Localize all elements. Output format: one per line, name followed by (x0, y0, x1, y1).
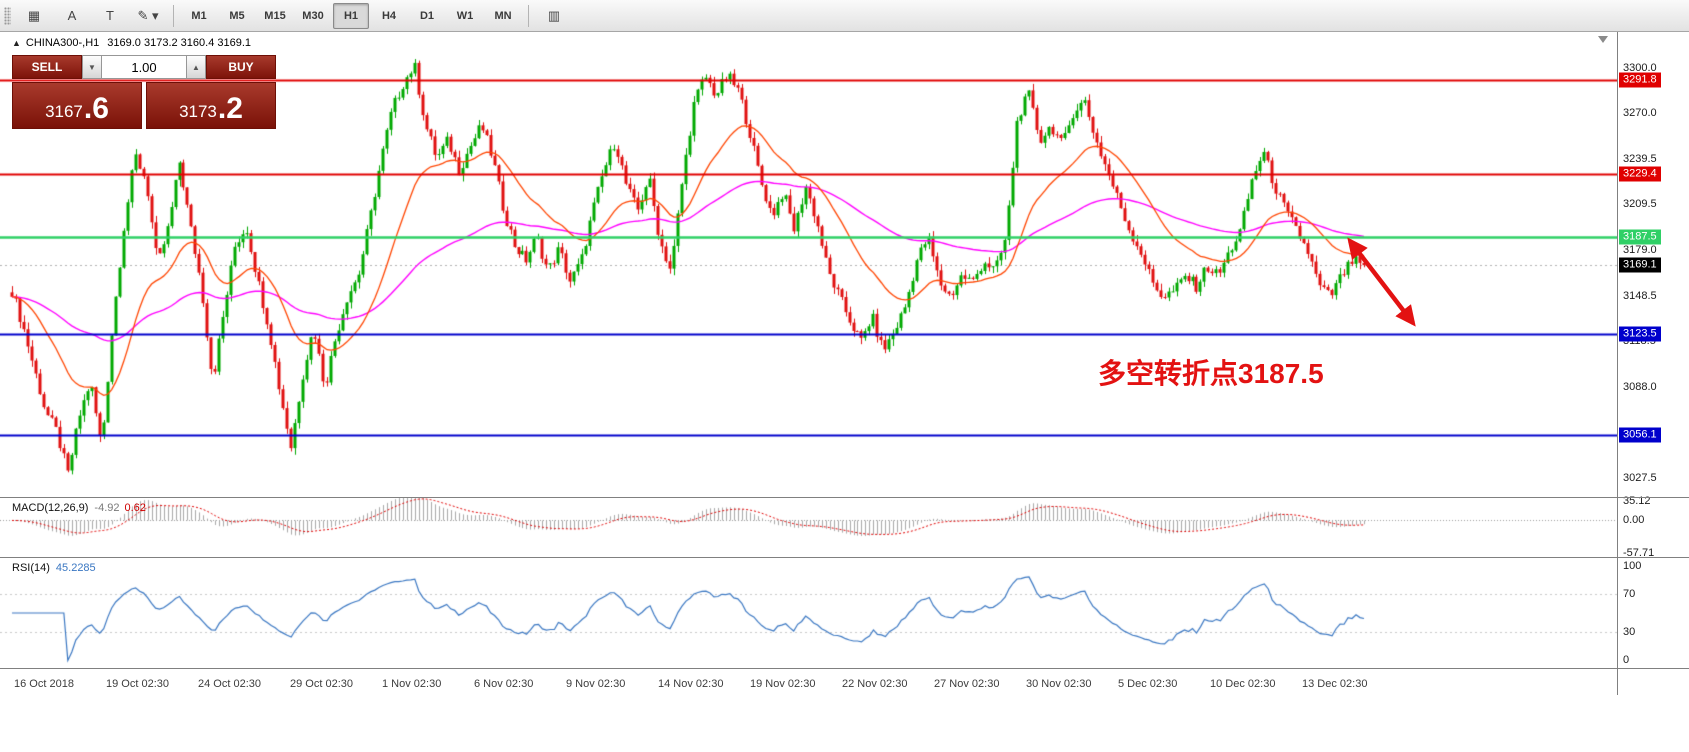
sell-button[interactable]: SELL (12, 55, 82, 79)
time-axis-label: 10 Dec 02:30 (1210, 678, 1276, 690)
level-price-badge: 3123.5 (1619, 326, 1661, 342)
sell-price-button[interactable]: 3167 .6 (12, 82, 142, 129)
toolbar-separator (173, 4, 174, 27)
price-axis-tick: 3148.5 (1623, 290, 1657, 303)
time-axis-label: 14 Nov 02:30 (658, 678, 724, 690)
timeframe-h4[interactable]: H4 (381, 9, 397, 22)
price-axis-tick: 3027.5 (1623, 472, 1657, 485)
time-axis-label: 22 Nov 02:30 (842, 678, 908, 690)
volume-input[interactable] (102, 55, 186, 79)
rsi-value: 45.2285 (55, 562, 96, 574)
price-axis-tick: 3209.5 (1623, 198, 1657, 211)
toolbar-right-icons: ▥ (535, 3, 573, 29)
macd-indicator-canvas[interactable] (0, 498, 1617, 557)
level-price-badge: 3056.1 (1619, 427, 1661, 443)
level-price-badge: 3291.8 (1619, 72, 1661, 88)
rsi-axis-tick: 0 (1623, 654, 1630, 667)
one-click-toggle-icon[interactable]: ▲ (12, 38, 21, 48)
time-axis-label: 16 Oct 2018 (14, 678, 74, 690)
timeframe-m1[interactable]: M1 (191, 9, 207, 22)
chart-template-icon[interactable]: ▥ (547, 7, 561, 23)
buy-button[interactable]: BUY (206, 55, 276, 79)
buy-price-pip: .2 (217, 92, 243, 125)
macd-axis-tick: 0.00 (1623, 514, 1645, 527)
timeframe-d1[interactable]: D1 (419, 9, 435, 22)
macd-title: MACD(12,26,9) -4.92 0.62 (12, 502, 146, 514)
rsi-axis-tick: 100 (1623, 559, 1642, 572)
time-axis-label: 24 Oct 02:30 (198, 678, 261, 690)
time-axis-label: 13 Dec 02:30 (1302, 678, 1368, 690)
price-axis-tick: 3088.0 (1623, 381, 1657, 394)
time-axis-label: 5 Dec 02:30 (1118, 678, 1178, 690)
pane-separator[interactable] (0, 557, 1689, 558)
time-axis-label: 30 Nov 02:30 (1026, 678, 1092, 690)
timeframe-h1[interactable]: H1 (333, 2, 369, 29)
text-label-icon[interactable]: A (67, 8, 77, 23)
price-axis-tick: 3270.0 (1623, 107, 1657, 120)
buy-price-main: 3173 (179, 102, 217, 122)
price-axis-tick: 3239.5 (1623, 153, 1657, 166)
rsi-indicator-canvas[interactable] (0, 558, 1617, 668)
pane-separator[interactable] (0, 497, 1689, 498)
rsi-name: RSI(14) (12, 562, 50, 574)
macd-signal-value: 0.62 (124, 502, 146, 514)
time-axis-label: 19 Nov 02:30 (750, 678, 816, 690)
buy-price-button[interactable]: 3173 .2 (146, 82, 276, 129)
volume-increment-button[interactable]: ▲ (186, 55, 206, 79)
time-axis[interactable]: 16 Oct 2018 19 Oct 02:30 24 Oct 02:30 29 Oc… (0, 669, 1617, 695)
sell-price-pip: .6 (83, 92, 109, 125)
time-axis-label: 19 Oct 02:30 (106, 678, 169, 690)
level-price-badge: 3187.5 (1619, 229, 1661, 245)
toolbar-grip[interactable] (4, 6, 11, 25)
timeframe-mn[interactable]: MN (494, 9, 512, 22)
level-price-badge: 3229.4 (1619, 166, 1661, 182)
price-axis-tick: 3300.0 (1623, 62, 1657, 75)
sell-price-main: 3167 (45, 102, 83, 122)
volume-decrement-button[interactable]: ▼ (82, 55, 102, 79)
grid-icon[interactable]: ▦ (27, 7, 41, 23)
timeframe-w1[interactable]: W1 (456, 9, 474, 22)
time-axis-label: 27 Nov 02:30 (934, 678, 1000, 690)
one-click-trading-panel: SELL ▼ ▲ BUY 3167 .6 3173 .2 (12, 55, 276, 129)
timeframe-m30[interactable]: M30 (302, 9, 324, 22)
toolbar-left-icons: ▦ A T ✎ ▾ (15, 3, 167, 29)
ohlc-values: 3169.0 3173.2 3160.4 3169.1 (107, 37, 252, 49)
macd-main-value: -4.92 (94, 502, 120, 514)
timeframe-m15[interactable]: M15 (264, 9, 286, 22)
macd-axis-tick: -57.71 (1623, 546, 1655, 559)
toolbar: ▦ A T ✎ ▾ M1 M5 M15 M30 H1 H4 D1 W1 MN ▥ (0, 0, 1689, 32)
pane-separator[interactable] (0, 668, 1689, 669)
rsi-axis-tick: 70 (1623, 588, 1636, 601)
time-axis-label: 1 Nov 02:30 (382, 678, 442, 690)
symbol-period-label: CHINA300-,H1 (25, 37, 100, 49)
timeframe-m5[interactable]: M5 (229, 9, 245, 22)
time-axis-label: 29 Oct 02:30 (290, 678, 353, 690)
draw-tools-icon[interactable]: ✎ ▾ (137, 7, 159, 23)
annotation-text[interactable]: 多空转折点3187.5 (1098, 358, 1324, 389)
price-axis[interactable]: 3300.0 3270.0 3239.5 3209.5 3179.0 3148.5 3118… (1617, 32, 1688, 695)
text-box-icon[interactable]: T (106, 8, 114, 23)
timeframe-buttons: M1 M5 M15 M30 H1 H4 D1 W1 MN (180, 2, 522, 29)
chart-header: ▲ CHINA300-,H1 3169.0 3173.2 3160.4 3169.1 (12, 37, 251, 49)
rsi-axis-tick: 30 (1623, 625, 1636, 638)
time-axis-label: 6 Nov 02:30 (474, 678, 534, 690)
rsi-title: RSI(14) 45.2285 (12, 562, 96, 574)
time-axis-label: 9 Nov 02:30 (566, 678, 626, 690)
macd-name: MACD(12,26,9) (12, 502, 89, 514)
chart-shift-marker[interactable] (1598, 36, 1608, 43)
toolbar-separator (528, 4, 529, 27)
price-axis-tick: 3179.0 (1623, 244, 1657, 257)
current-price-badge: 3169.1 (1619, 257, 1661, 273)
